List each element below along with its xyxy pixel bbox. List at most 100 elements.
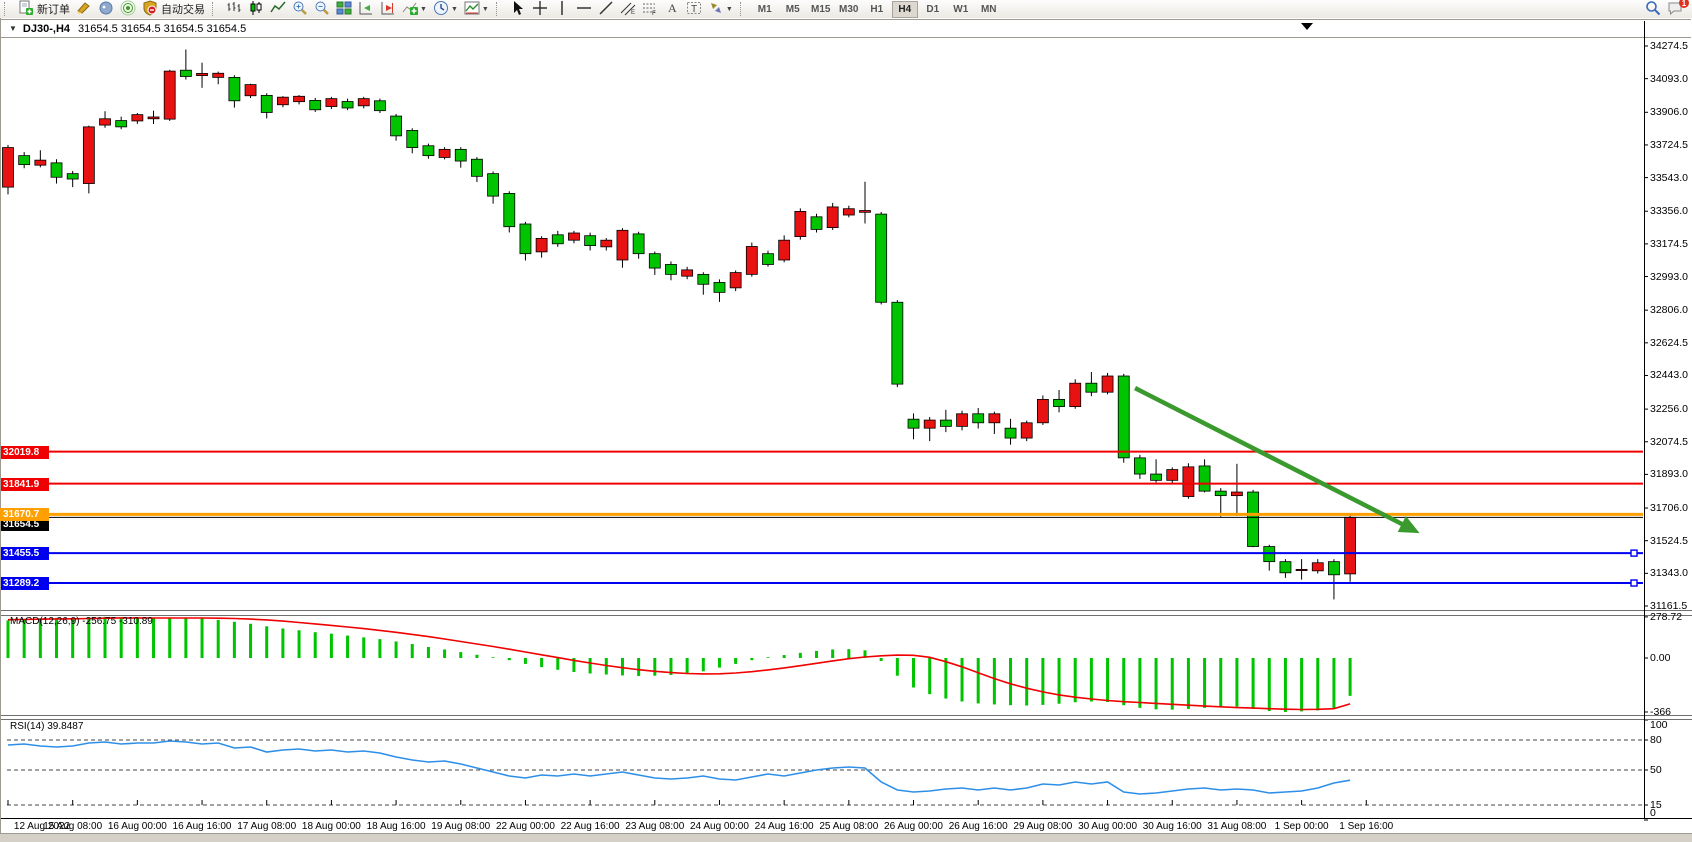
vline-button[interactable] — [552, 0, 572, 17]
candle-body — [1020, 422, 1033, 439]
date-axis-label: 16 Aug 16:00 — [172, 821, 232, 832]
price-line-label: 32019.8 — [0, 445, 49, 459]
fibonacci-button[interactable]: F — [640, 1, 660, 17]
price-axis-label: 34093.0 — [1650, 72, 1688, 85]
timeframe-button-h4[interactable]: H4 — [891, 0, 918, 18]
new-order-button[interactable]: 新订单 — [16, 0, 72, 17]
candle-body — [568, 232, 580, 241]
window-left-edge — [0, 18, 1, 833]
trendline-button[interactable] — [596, 0, 616, 17]
chat-button[interactable]: 1 — [1665, 0, 1689, 17]
rsi-indicator-label: RSI(14) 39.8487 — [10, 721, 84, 732]
auto-scroll-button[interactable] — [356, 1, 376, 17]
macd-histogram-bar — [717, 658, 721, 668]
cursor-button[interactable] — [508, 0, 528, 17]
candle-body — [1101, 375, 1114, 393]
price-axis-label: 33356.0 — [1650, 205, 1688, 218]
macd-histogram-bar — [1203, 658, 1207, 708]
rsi-axis-label: 50 — [1650, 764, 1662, 776]
candle-body — [972, 413, 985, 424]
chart-shift-button[interactable] — [378, 1, 398, 17]
macd-histogram-bar — [313, 632, 317, 658]
chart-ohlc: 31654.5 31654.5 31654.5 31654.5 — [78, 22, 247, 35]
bar-chart-button[interactable] — [224, 1, 244, 17]
date-axis-label: 29 Aug 08:00 — [1013, 821, 1073, 832]
hline-button[interactable] — [574, 1, 594, 17]
zoom-in-button[interactable] — [290, 1, 310, 17]
zoom-out-button[interactable] — [312, 1, 332, 17]
pane-splitter[interactable] — [0, 715, 1692, 720]
chart-shift-icon — [380, 0, 396, 19]
candle-body — [1182, 466, 1195, 497]
timeframe-button-m1[interactable]: M1 — [757, 3, 772, 15]
line-handle[interactable] — [1630, 579, 1638, 587]
timeframe-button-m30[interactable]: M30 — [839, 3, 859, 15]
timeframe-button-m15[interactable]: M15 — [811, 3, 831, 15]
periods-button[interactable]: ▼ — [431, 0, 460, 17]
market-button[interactable] — [96, 1, 116, 17]
candle-body — [50, 162, 63, 178]
pane-splitter[interactable] — [0, 610, 1692, 616]
timeframe-button-mn[interactable]: MN — [980, 3, 997, 15]
search-button[interactable] — [1643, 0, 1663, 17]
timeframe-button-w1[interactable]: W1 — [953, 3, 969, 15]
text-button[interactable]: A — [662, 1, 682, 17]
macd-axis-label: -366 — [1650, 705, 1672, 718]
autotrading-button[interactable]: 自动交易 — [140, 0, 207, 17]
date-axis-label: 18 Aug 00:00 — [301, 821, 361, 832]
candle-body — [875, 213, 888, 303]
timeframe-button-m5[interactable]: M5 — [785, 3, 800, 15]
macd-histogram-bar — [556, 658, 560, 670]
tile-windows-button[interactable] — [334, 1, 354, 17]
timeframe-button-d1[interactable]: D1 — [926, 3, 940, 15]
toolbar: 新订单 自动交易 ▼ ▼ ▼ E F A T ▼ M1 M5 M15 M30 H1 H4 D1 W1 MN 1 — [0, 0, 1692, 19]
channel-button[interactable]: E — [618, 1, 638, 17]
price-line-label: 31289.2 — [0, 577, 49, 591]
macd-histogram-bar — [232, 621, 236, 658]
chart-shift-marker[interactable] — [1301, 23, 1313, 30]
price-axis-label: 32256.0 — [1650, 403, 1688, 416]
macd-histogram-bar — [459, 652, 463, 658]
candle-body — [1004, 427, 1017, 439]
macd-histogram-bar — [71, 618, 75, 658]
indicators-button[interactable]: ▼ — [400, 1, 429, 17]
line-chart-button[interactable] — [268, 1, 288, 17]
candle-body — [745, 246, 758, 275]
date-axis-label: 31 Aug 08:00 — [1207, 821, 1267, 832]
macd-histogram-bar — [1089, 658, 1093, 702]
macd-histogram-bar — [1235, 658, 1239, 707]
candle-body — [341, 101, 354, 109]
styler-button[interactable] — [74, 1, 94, 17]
candle-body — [244, 84, 257, 97]
macd-histogram-bar — [620, 658, 624, 676]
templates-button[interactable]: ▼ — [462, 1, 491, 17]
macd-histogram-bar — [992, 658, 996, 705]
crosshair-button[interactable] — [530, 0, 550, 17]
timeframe-button-h1[interactable]: H1 — [870, 3, 884, 15]
signals-button[interactable] — [118, 0, 138, 17]
one-click-expander[interactable]: ▼ — [9, 24, 17, 33]
candle-body — [293, 95, 305, 103]
candle-body — [891, 301, 904, 385]
macd-histogram-bar — [1138, 658, 1142, 708]
price-axis-label: 31893.0 — [1650, 468, 1688, 481]
candlestick-chart-button[interactable] — [246, 0, 266, 17]
date-axis-label: 16 Aug 00:00 — [107, 821, 167, 832]
candle-body — [859, 210, 871, 213]
date-axis-label: 18 Aug 16:00 — [366, 821, 426, 832]
macd-histogram-bar — [346, 635, 350, 658]
price-axis-label: 31706.0 — [1650, 502, 1688, 515]
trend-arrow-object[interactable] — [1134, 386, 1409, 529]
indicators-icon — [402, 0, 418, 19]
arrows-button[interactable]: ▼ — [706, 1, 735, 17]
svg-text:T: T — [691, 4, 697, 15]
macd-histogram-bar — [507, 658, 511, 661]
candle-body — [1150, 473, 1162, 481]
chevron-down-icon: ▼ — [420, 5, 427, 13]
macd-histogram-bar — [928, 658, 932, 695]
candle-body — [1117, 375, 1130, 459]
line-handle[interactable] — [1630, 549, 1638, 557]
candle-body — [535, 237, 548, 253]
text-label-button[interactable]: T — [684, 1, 704, 17]
price-axis-label: 31161.5 — [1650, 599, 1688, 612]
